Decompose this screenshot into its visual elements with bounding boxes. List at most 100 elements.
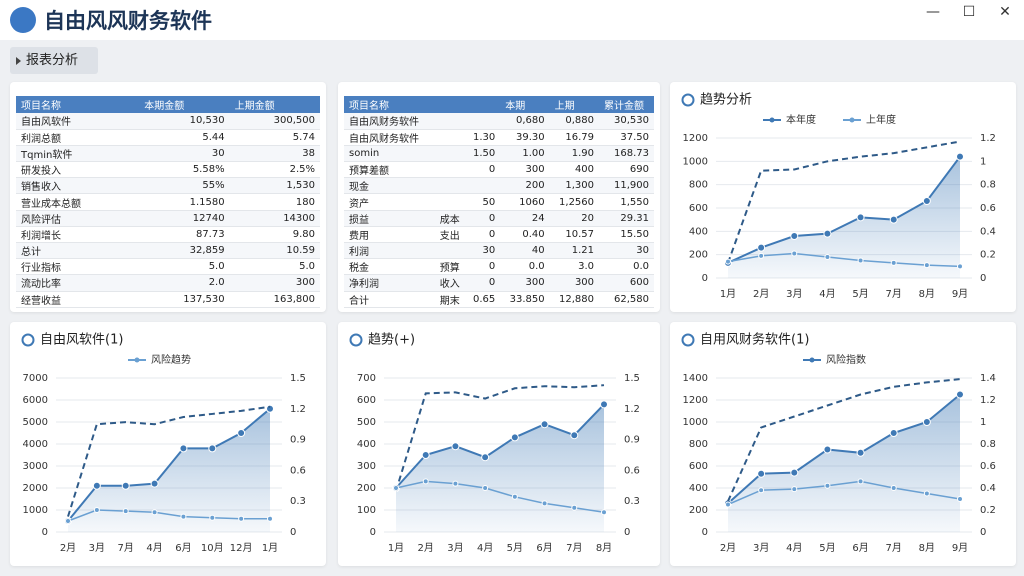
y-tick-label: 2000 (23, 483, 48, 494)
x-tick-label: 7月 (118, 542, 134, 554)
table-row: somin 1.50 1.00 1.90 168.73 (344, 145, 654, 163)
y-tick-label: 500 (357, 417, 376, 428)
area (396, 404, 604, 532)
table-cell: 30,530 (599, 113, 654, 130)
table-cell: 11,900 (599, 177, 654, 195)
y-tick-label: 1200 (683, 133, 708, 144)
chart-panel: 趋势分析 0 200 400 600 800 1000 1200 0 0.2 0.4 0.6 0.8 1 1… (670, 82, 1016, 312)
chart: 趋势(+) 0 100 200 300 400 500 600 700 0 0.3 0.6 0.9 1.2… (349, 332, 640, 554)
legend-swatch (849, 117, 855, 123)
table-cell: 1.30 (464, 129, 501, 146)
y-tick-label: 300 (357, 461, 376, 472)
table-cell: 成本 (431, 210, 465, 227)
y-tick-label: 0 (702, 273, 708, 284)
table-cell (464, 177, 501, 195)
x-tick-label: 2月 (753, 288, 769, 300)
table-cell (431, 177, 465, 195)
title-bar: 自由风风财务软件 — ☐ ✕ (0, 0, 1024, 40)
chart-panel: 自用风财务软件(1) 0 200 400 600 800 1000 1200 1400 0 0.2 0… (670, 322, 1016, 566)
table-cell: 自由风软件 (16, 113, 140, 130)
x-tick-label: 9月 (952, 542, 968, 554)
data-point (790, 468, 799, 477)
column-header: 本期金额 (139, 96, 230, 113)
table-cell: 预算 (431, 258, 465, 276)
x-tick-label: 6月 (852, 542, 868, 554)
series-line (727, 393, 961, 505)
y2-tick-label: 0.9 (290, 435, 306, 446)
y2-tick-label: 0.4 (980, 226, 996, 237)
table-cell: 55% (139, 177, 230, 195)
y2-tick-label: 1.5 (290, 373, 306, 384)
table-row: 预算差额 0 300 400 690 (344, 161, 654, 179)
table-row: 费用 支出 0 0.40 10.57 15.50 (344, 226, 654, 244)
x-tick-label: 6月 (175, 542, 191, 554)
x-tick-label: 4月 (819, 288, 835, 300)
series-line (727, 480, 961, 506)
data-point (208, 444, 217, 453)
x-tick-label: 6月 (536, 542, 552, 554)
table-cell (431, 242, 465, 260)
table-cell: 30 (139, 145, 230, 163)
table-cell: 1.00 (500, 145, 550, 163)
column-header: 上期金额 (229, 96, 320, 113)
data-point (791, 486, 798, 493)
y-tick-label: 600 (357, 395, 376, 406)
data-point (856, 448, 865, 457)
data-point (93, 507, 100, 513)
y2-tick-label: 1.2 (290, 404, 306, 415)
data-point (923, 490, 930, 497)
data-point (571, 504, 578, 511)
header-row: 项目名称 本期金额 上期金额 (16, 96, 320, 113)
table-row: 资产 50 1060 1,2560 1,550 (344, 193, 654, 211)
x-tick-label: 7月 (566, 542, 582, 554)
minimize-button[interactable]: — (926, 4, 940, 20)
data-point (451, 442, 460, 451)
x-tick-label: 7月 (886, 288, 902, 300)
report-tab[interactable]: 报表分析 (10, 47, 98, 74)
data-point (267, 515, 273, 522)
data-point (758, 252, 765, 259)
table-cell: 合计 (344, 291, 432, 308)
y-tick-label: 200 (689, 250, 708, 261)
chart-title: 趋势(+) (368, 332, 415, 348)
data-point (856, 213, 865, 222)
data-point (393, 485, 399, 491)
table-row: 经营收益 137,530 163,800 (16, 291, 320, 308)
y2-tick-label: 0.9 (624, 435, 640, 446)
x-tick-label: 2月 (60, 542, 76, 554)
table-cell: 3.0 (549, 258, 600, 276)
y-tick-label: 700 (357, 373, 376, 384)
data-point (890, 485, 897, 491)
x-tick-label: 8月 (596, 542, 612, 554)
table-cell: 0.65 (464, 291, 501, 308)
data-table: 项目名称 本期金额 上期金额 自由风软件 10,530 300,500 利润总额 5.44 5.… (16, 96, 320, 308)
table-cell: 0.0 (500, 258, 550, 276)
y-tick-label: 200 (357, 483, 376, 494)
table-cell (464, 113, 501, 130)
x-tick-label: 9月 (952, 288, 968, 300)
close-button[interactable]: ✕ (999, 4, 1011, 20)
y-tick-label: 800 (689, 180, 708, 191)
table-cell: 0,680 (500, 113, 550, 130)
table-cell: 流动比率 (16, 274, 140, 292)
y2-tick-label: 0.6 (290, 465, 306, 476)
x-tick-label: 3月 (447, 542, 463, 554)
table-cell: 5.44 (139, 129, 230, 146)
y-tick-label: 600 (689, 203, 708, 214)
column-header: 上期 (549, 96, 600, 113)
data-point (956, 390, 964, 399)
table-row: 损益 成本 0 24 20 29.31 (344, 210, 654, 227)
table-cell: 200 (500, 177, 550, 195)
data-point (452, 480, 459, 487)
series-line (727, 252, 961, 268)
x-tick-label: 5月 (507, 542, 523, 554)
data-point (92, 481, 101, 490)
table-cell: 支出 (431, 226, 465, 244)
table-row: 自由风财务软件 0,680 0,880 30,530 (344, 113, 654, 130)
table-cell: 29.31 (599, 210, 654, 227)
y2-tick-label: 0.6 (980, 203, 996, 214)
data-table: 项目名称 本期 上期 累计金额 自由风财务软件 0,680 0,880 30,530 自由风财务… (344, 96, 654, 308)
table-cell: 33.850 (500, 291, 550, 308)
maximize-button[interactable]: ☐ (962, 4, 976, 20)
table-cell: 0.40 (500, 226, 550, 244)
